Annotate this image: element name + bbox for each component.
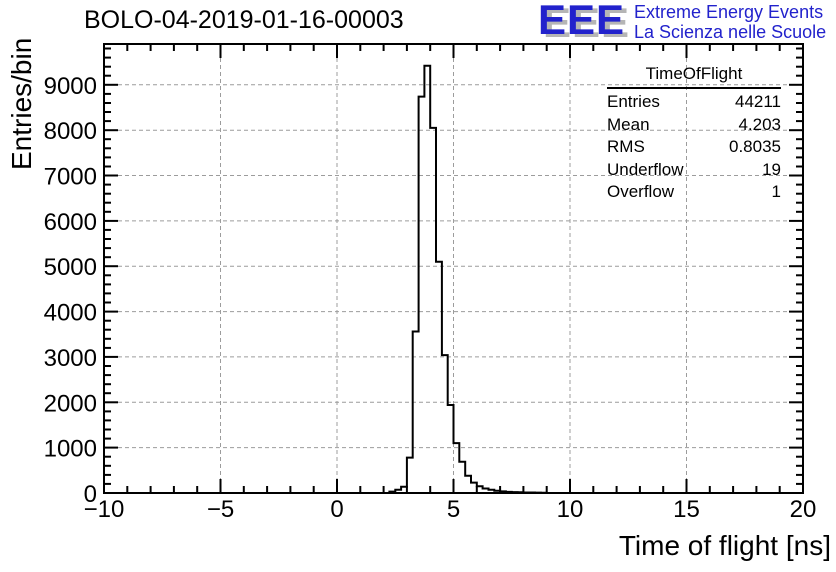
stats-label: Underflow [607, 159, 684, 179]
eee-logo-text: Extreme Energy Events La Scienza nelle S… [634, 2, 827, 42]
stats-row: Underflow 19 [607, 159, 781, 182]
svg-text:9000: 9000 [44, 73, 97, 100]
stats-row: Overflow 1 [607, 181, 781, 204]
stats-label: RMS [607, 137, 645, 157]
svg-text:6000: 6000 [44, 209, 97, 236]
stats-row: Entries 44211 [607, 91, 781, 114]
stats-value: 1 [771, 182, 781, 202]
svg-text:20: 20 [790, 496, 817, 523]
stats-row: RMS 0.8035 [607, 136, 781, 159]
x-axis-title: Time of flight [ns] [618, 530, 831, 561]
grid-lines [104, 44, 803, 493]
svg-text:−10: −10 [84, 496, 125, 523]
svg-text:2000: 2000 [44, 390, 97, 417]
logo-line2: La Scienza nelle Scuole [634, 21, 827, 42]
svg-text:0: 0 [330, 496, 343, 523]
plot-title: BOLO-04-2019-01-16-00003 [84, 6, 404, 34]
stats-label: Overflow [607, 182, 675, 202]
stats-value: 19 [762, 159, 781, 179]
eee-logo: EEE [538, 0, 626, 43]
axis-ticks [103, 44, 804, 494]
svg-text:10: 10 [557, 496, 584, 523]
stats-title: TimeOfFlight [607, 64, 781, 89]
svg-text:1000: 1000 [44, 436, 97, 463]
svg-text:5000: 5000 [44, 254, 97, 281]
logo-line1: Extreme Energy Events [634, 2, 824, 22]
svg-text:−5: −5 [207, 496, 234, 523]
svg-text:0: 0 [84, 481, 97, 508]
svg-text:7000: 7000 [44, 164, 97, 191]
stats-label: Entries [607, 92, 660, 111]
y-tick-labels: 0 1000 2000 3000 4000 5000 6000 7000 8000 9000 [44, 73, 97, 508]
stats-value: 44211 [734, 92, 781, 111]
stats-row: Mean 4.203 [607, 114, 781, 137]
svg-text:3000: 3000 [44, 345, 97, 372]
y-axis-title: Entries/bin [6, 37, 37, 170]
svg-text:4000: 4000 [44, 300, 97, 327]
stats-label: Mean [607, 114, 650, 134]
stats-value: 0.8035 [729, 137, 781, 157]
x-tick-labels: −10 −5 0 5 10 15 20 [84, 496, 817, 523]
svg-text:15: 15 [673, 496, 700, 523]
stats-value: 4.203 [738, 114, 781, 134]
svg-text:5: 5 [447, 496, 460, 523]
stats-box: TimeOfFlight Entries 44211 Mean 4.203 RMS 0.8… [607, 64, 781, 204]
stats-rows: Entries 44211 Mean 4.203 RMS 0.8035 Underflow 1… [607, 91, 781, 204]
svg-text:8000: 8000 [44, 118, 97, 145]
